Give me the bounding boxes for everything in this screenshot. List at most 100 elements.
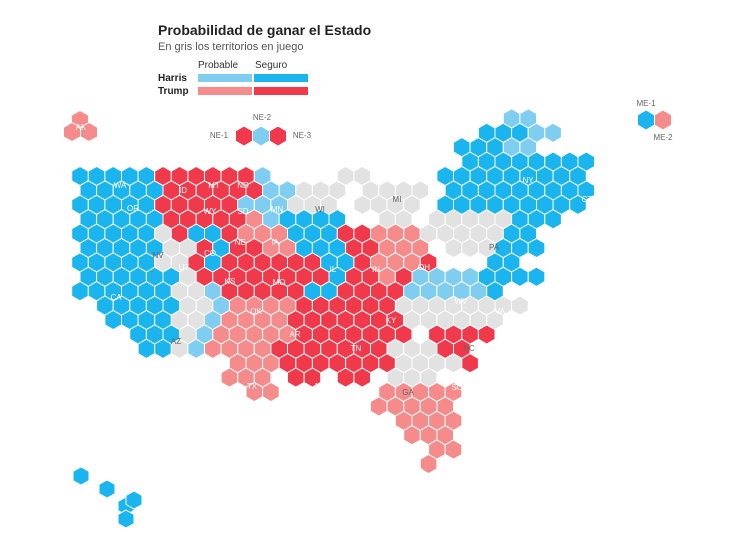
hex-nc: [511, 295, 529, 316]
hex-pa: [419, 223, 438, 244]
hex-vt: [486, 137, 504, 158]
state-label-or: OR: [127, 204, 139, 213]
legend-harris-label: Harris: [158, 73, 187, 84]
state-label-in: IN: [372, 265, 380, 274]
hex-ct: [527, 209, 546, 230]
state-label-sd: SD: [237, 207, 248, 216]
hex-nc: [419, 309, 438, 331]
hex-ri: [569, 194, 587, 215]
state-label-il: IL: [330, 265, 337, 274]
district-label-me-1: ME-1: [636, 99, 656, 108]
state-label-pa: PA: [489, 243, 500, 252]
state-label-de: DE: [571, 293, 582, 302]
hex-ne-1: [235, 125, 253, 147]
state-label-nh: NH: [581, 131, 593, 140]
state-label-nc: NC: [463, 344, 475, 353]
state-label-ar: AR: [289, 330, 300, 339]
hex-hi: [125, 490, 143, 510]
state-label-tn: TN: [351, 344, 362, 353]
hex-al: [336, 367, 355, 388]
state-label-wa: WA: [114, 181, 127, 190]
hex-ny: [486, 194, 504, 215]
hex-tx: [262, 381, 280, 403]
hex-hi: [117, 509, 135, 529]
hex-co: [187, 223, 205, 244]
legend-harris-likely-swatch: [198, 74, 252, 82]
state-label-ma: MA: [594, 164, 607, 173]
hex-nc: [453, 309, 471, 331]
state-label-wv: WV: [455, 297, 469, 306]
state-label-co: CO: [204, 249, 216, 258]
hex-fl: [419, 453, 438, 475]
state-label-nd: ND: [237, 181, 249, 190]
state-label-wy: WY: [204, 207, 218, 216]
hex-tx: [204, 338, 222, 359]
state-label-mt: MT: [208, 181, 220, 190]
hex-wi: [336, 165, 355, 187]
hex-ri: [552, 194, 571, 215]
hex-tx: [220, 367, 239, 388]
hex-va: [436, 281, 454, 302]
state-label-la: LA: [290, 396, 300, 405]
state-label-ia: IA: [271, 238, 279, 247]
state-label-nj: NJ: [569, 251, 579, 260]
hex-ma: [552, 165, 571, 187]
hex-me: [502, 108, 521, 129]
hex-ma: [536, 165, 554, 187]
hex-sc: [436, 338, 454, 359]
state-label-fl: FL: [413, 462, 423, 471]
hex-al: [353, 367, 371, 388]
state-label-wi: WI: [315, 205, 325, 214]
hex-mo: [253, 252, 272, 273]
hex-layer: [63, 108, 672, 529]
hex-ny: [469, 194, 488, 215]
state-label-ri: RI: [630, 195, 638, 204]
hex-nc: [436, 309, 454, 331]
hex-sc: [461, 353, 479, 374]
hex-wv: [419, 252, 438, 273]
hex-de: [527, 266, 546, 287]
hex-ca: [137, 338, 156, 359]
hex-me-2: [654, 109, 672, 131]
state-label-az: AZ: [171, 337, 181, 346]
state-label-mo: MO: [273, 278, 286, 287]
state-label-sc: SC: [451, 383, 462, 392]
hex-va: [419, 281, 438, 302]
state-label-ut: UT: [179, 263, 190, 272]
district-label-me-2: ME-2: [653, 133, 673, 142]
hex-me: [519, 108, 537, 129]
state-label-oh: OH: [418, 263, 430, 272]
state-label-ga: GA: [402, 388, 414, 397]
legend-trump-label: Trump: [158, 86, 189, 97]
hex-wv: [394, 266, 413, 287]
state-label-md: MD: [547, 295, 560, 304]
hex-me-1: [637, 109, 655, 131]
hex-ca: [154, 338, 172, 359]
legend-trump-likely-swatch: [198, 87, 252, 95]
hex-nm: [187, 338, 205, 359]
state-label-mn: MN: [271, 205, 284, 214]
hex-nj: [527, 237, 546, 259]
state-label-va: VA: [495, 307, 506, 316]
hex-dc: [486, 281, 504, 302]
state-label-me: ME: [600, 122, 612, 131]
hex-nh: [502, 137, 521, 158]
state-label-ny: NY: [522, 176, 534, 185]
hex-ca: [104, 309, 122, 331]
state-label-hi: HI: [127, 481, 135, 490]
state-label-tx: TX: [247, 382, 258, 391]
hex-ny: [453, 137, 471, 158]
hex-la: [303, 367, 322, 388]
hex-ak: [80, 121, 98, 143]
legend-likely-header: Probable: [198, 60, 239, 71]
hex-fl: [403, 425, 421, 446]
state-label-ak: AK: [76, 123, 87, 132]
state-label-ct: CT: [582, 195, 593, 204]
hex-ne-2: [252, 125, 270, 147]
hex-nc: [486, 309, 504, 331]
hex-nc: [469, 309, 488, 331]
chart-title: Probabilidad de ganar el Estado: [158, 22, 372, 38]
state-label-mi: MI: [393, 195, 402, 204]
district-label-ne-1: NE-1: [210, 131, 229, 140]
